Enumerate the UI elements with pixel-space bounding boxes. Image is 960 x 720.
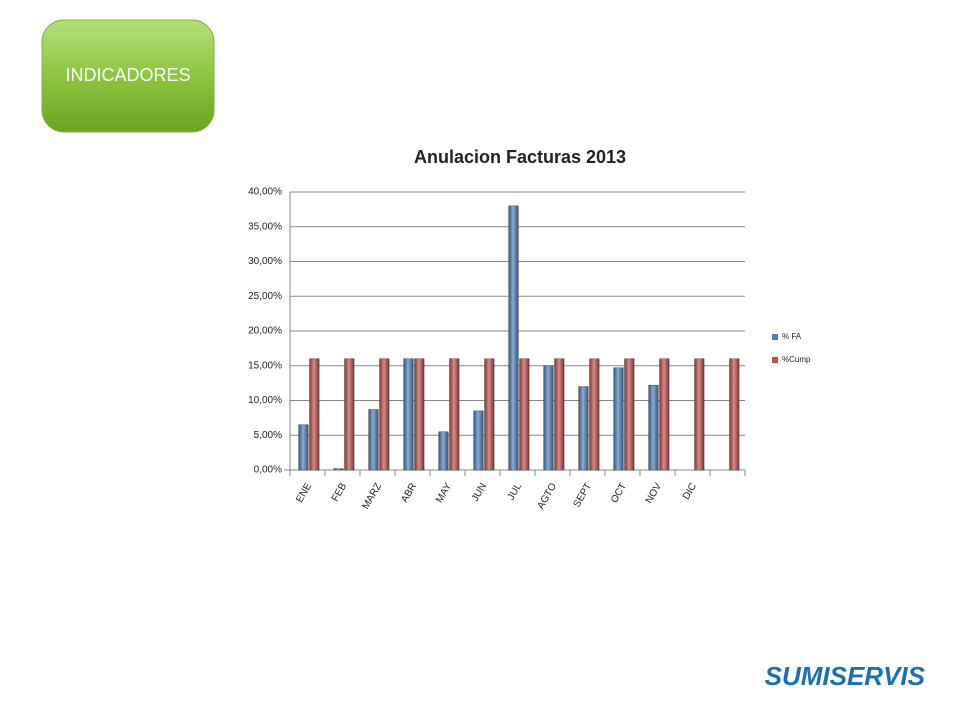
x-tick-label: JUN	[470, 481, 489, 503]
bar-shine	[694, 358, 705, 470]
bar-shine	[368, 409, 379, 470]
bar-shine	[543, 365, 554, 470]
y-tick-label: 20,00%	[248, 326, 282, 337]
bar-shine	[729, 358, 740, 470]
bar-shine	[613, 367, 624, 470]
x-tick-label: ABR	[399, 481, 419, 504]
bar-shine	[473, 410, 484, 470]
bar-shine	[648, 385, 659, 470]
bar-shine	[508, 205, 519, 470]
x-tick-label: MAY	[434, 481, 454, 505]
legend-swatch	[772, 357, 778, 363]
x-tick-label: MARZ	[360, 481, 384, 511]
y-tick-label: 35,00%	[248, 221, 282, 232]
bar-shine	[403, 358, 414, 470]
logo: SUMISERVIS	[765, 661, 926, 691]
button-label[interactable]: INDICADORES	[65, 65, 190, 85]
bar-shine	[414, 358, 425, 470]
bar-shine	[519, 358, 530, 470]
legend-label: %Cump	[782, 355, 811, 364]
y-tick-label: 10,00%	[248, 395, 282, 406]
y-tick-label: 40,00%	[248, 187, 282, 198]
bar-shine	[554, 358, 565, 470]
bar-shine	[578, 386, 589, 470]
bar-shine	[624, 358, 635, 470]
y-tick-label: 5,00%	[254, 430, 282, 441]
chart-title: Anulacion Facturas 2013	[414, 147, 626, 167]
x-tick-label: AGTO	[536, 481, 560, 511]
x-tick-label: FEB	[330, 481, 349, 504]
bar-shine	[298, 424, 309, 470]
bar-shine	[484, 358, 495, 470]
button[interactable]	[41, 19, 215, 133]
bar-shine	[344, 358, 355, 470]
y-tick-label: 30,00%	[248, 256, 282, 267]
bar-shine	[438, 431, 449, 470]
bar-shine	[309, 358, 320, 470]
bar-shine	[379, 358, 390, 470]
bar-shine	[659, 358, 670, 470]
x-tick-label: DIC	[681, 481, 699, 501]
y-tick-label: 25,00%	[248, 291, 282, 302]
y-tick-label: 15,00%	[248, 360, 282, 371]
y-tick-label: 0,00%	[254, 465, 282, 476]
x-tick-label: OCT	[609, 481, 629, 505]
x-tick-label: JUL	[506, 481, 525, 502]
chart: 0,00% 5,00% 10,00% 15,00% 20,00% 25,00% 30,00%…	[248, 187, 811, 512]
legend-label: % FA	[782, 332, 802, 341]
bar-shine	[449, 358, 460, 470]
legend-swatch	[772, 334, 778, 340]
bar-shine	[333, 468, 344, 470]
bar-shine	[589, 358, 600, 470]
x-tick-label: ENE	[294, 481, 314, 505]
x-tick-label: SEPT	[572, 481, 595, 509]
x-tick-label: NOV	[644, 481, 665, 506]
